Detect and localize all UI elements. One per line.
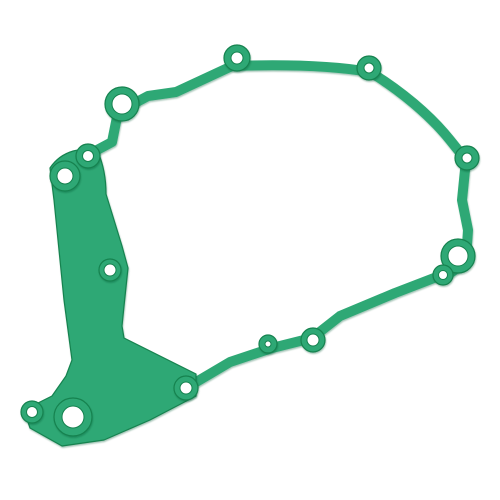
bolt-hole <box>82 150 94 162</box>
bolt-hole <box>61 405 85 429</box>
gasket-arm <box>23 148 197 447</box>
bolt-hole <box>461 152 473 164</box>
bolt-hole <box>264 340 272 348</box>
bolt-hole <box>363 62 375 74</box>
bolt-hole <box>179 381 193 395</box>
bolt-hole <box>56 167 74 185</box>
bolt-hole <box>230 51 244 65</box>
bolt-hole <box>438 270 448 280</box>
bolt-hole <box>447 245 469 267</box>
bolt-holes <box>26 51 473 429</box>
bolt-ears <box>20 44 480 437</box>
bolt-hole <box>306 333 320 347</box>
bolt-hole <box>111 93 133 115</box>
bolt-hole <box>26 406 38 418</box>
bolt-hole <box>103 263 117 277</box>
